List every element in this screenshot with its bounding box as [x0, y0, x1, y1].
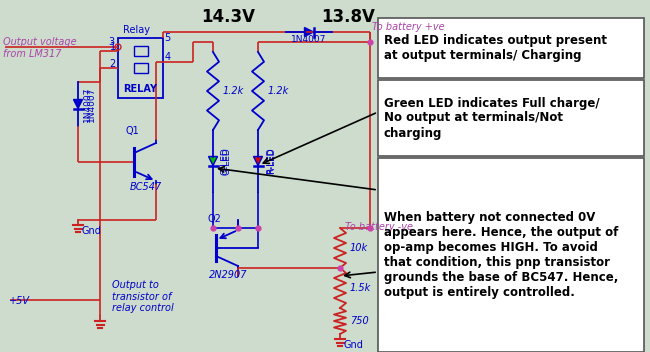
Text: 3: 3 [108, 37, 114, 47]
Text: Output to
transistor of
relay control: Output to transistor of relay control [112, 280, 174, 313]
Text: 2N2907: 2N2907 [209, 270, 247, 280]
Text: Gnd: Gnd [344, 340, 364, 350]
Text: 1N4007: 1N4007 [291, 35, 327, 44]
Bar [133, 46, 148, 56]
Text: G-LED: G-LED [222, 147, 231, 175]
Bar [378, 158, 644, 352]
Bar [378, 80, 644, 156]
Text: RELAY: RELAY [124, 84, 157, 94]
Text: When battery not connected 0V
appears here. Hence, the output of
op-amp becomes : When battery not connected 0V appears he… [384, 211, 618, 299]
Text: BC547: BC547 [130, 182, 162, 192]
Text: 13.8V: 13.8V [321, 8, 375, 26]
Text: 1.5k: 1.5k [350, 283, 371, 293]
Text: 2: 2 [110, 59, 116, 69]
Text: 5: 5 [164, 33, 170, 43]
Bar [133, 63, 148, 73]
Text: R-LED: R-LED [266, 148, 275, 174]
Polygon shape [209, 157, 218, 165]
Text: To battery -ve: To battery -ve [345, 222, 413, 232]
Polygon shape [73, 100, 83, 108]
Text: Gnd: Gnd [82, 226, 102, 236]
Text: 1: 1 [110, 42, 116, 52]
Text: 14.3V: 14.3V [201, 8, 255, 26]
Bar [118, 38, 163, 98]
Text: 1N4007: 1N4007 [87, 86, 96, 122]
Text: Q1: Q1 [125, 126, 139, 136]
Text: 1.2k: 1.2k [268, 86, 289, 96]
Text: Output voltage
from LM317: Output voltage from LM317 [3, 37, 77, 58]
Text: 1N4007: 1N4007 [83, 86, 92, 122]
Text: 4: 4 [165, 52, 171, 62]
Text: 1.2k: 1.2k [223, 86, 244, 96]
Polygon shape [304, 27, 313, 37]
Text: R-LED: R-LED [267, 148, 276, 174]
Text: To battery +ve: To battery +ve [372, 22, 445, 32]
Text: Relay: Relay [123, 25, 150, 35]
Bar [378, 18, 644, 78]
Text: Q2: Q2 [207, 214, 221, 224]
Text: 750: 750 [350, 316, 369, 326]
Text: 10k: 10k [350, 243, 368, 253]
Text: +5V: +5V [9, 296, 30, 306]
Text: G-LED: G-LED [221, 147, 230, 175]
Text: Green LED indicates Full charge/
No output at terminals/Not
charging: Green LED indicates Full charge/ No outp… [384, 96, 599, 139]
Text: Red LED indicates output present
at output terminals/ Charging: Red LED indicates output present at outp… [384, 34, 607, 62]
Polygon shape [254, 157, 263, 165]
